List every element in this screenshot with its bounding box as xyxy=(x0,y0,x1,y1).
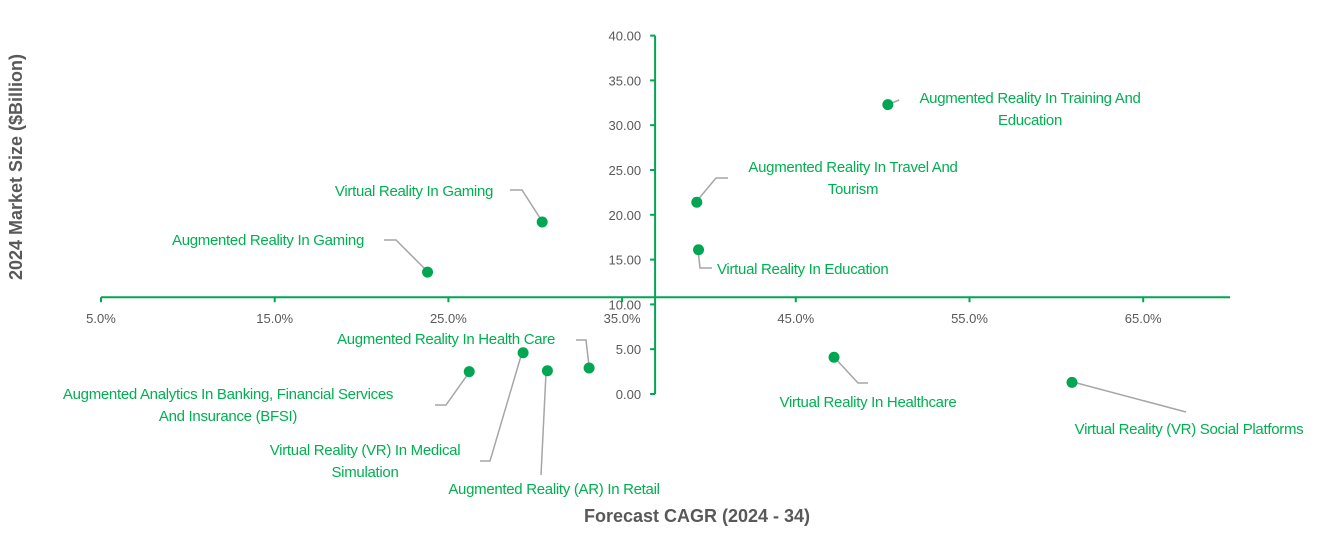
data-label-line: Virtual Reality In Education xyxy=(717,261,888,278)
axes: 5.0% 15.0% 25.0% 35.0% 45.0% 55.0% 65.0% 0.00 5.… xyxy=(86,29,1231,402)
data-label-line: Tourism xyxy=(828,181,878,198)
data-point[interactable] xyxy=(517,347,529,359)
x-tick-label: 35.0% xyxy=(604,311,641,326)
leader-line xyxy=(576,339,590,367)
data-labels: Augmented Reality In Training And Educati… xyxy=(63,90,1304,498)
data-label-line: Augmented Analytics In Banking, Financia… xyxy=(63,386,393,403)
data-label: Augmented Analytics In Banking, Financia… xyxy=(63,386,393,425)
data-point[interactable] xyxy=(463,366,475,378)
data-label-line: Augmented Reality In Gaming xyxy=(172,232,364,249)
data-label-line: Virtual Reality In Gaming xyxy=(335,183,493,200)
x-tick-label: 65.0% xyxy=(1125,311,1162,326)
data-label-line: Virtual Reality In Healthcare xyxy=(780,394,957,411)
leader-line xyxy=(435,373,469,406)
leader-line xyxy=(540,372,547,476)
leader-line xyxy=(697,249,712,269)
leader-lines xyxy=(384,99,1187,476)
data-point[interactable] xyxy=(882,99,894,111)
leader-line xyxy=(695,177,728,203)
y-tick-label: 10.00 xyxy=(609,297,642,312)
data-point[interactable] xyxy=(691,196,703,208)
data-label-line: Education xyxy=(998,112,1062,129)
x-tick-label: 25.0% xyxy=(430,311,467,326)
data-label: Augmented Reality In Health Care xyxy=(337,331,555,348)
data-label: Augmented Reality In Travel And Tourism xyxy=(748,159,957,198)
data-label-line: Augmented Reality (AR) In Retail xyxy=(448,481,659,498)
data-label-line: Simulation xyxy=(331,464,398,481)
leader-line xyxy=(480,355,522,462)
data-label: Virtual Reality In Healthcare xyxy=(780,394,957,411)
y-tick-label: 30.00 xyxy=(609,118,642,133)
x-tick-label: 5.0% xyxy=(86,311,116,326)
data-point[interactable] xyxy=(828,351,840,363)
leader-line xyxy=(833,356,868,384)
leader-line xyxy=(510,189,541,219)
data-label: Virtual Reality In Education xyxy=(717,261,888,278)
y-tick-label: 25.00 xyxy=(609,163,642,178)
data-label-line: And Insurance (BFSI) xyxy=(159,408,298,425)
data-point[interactable] xyxy=(536,216,548,228)
leader-line xyxy=(384,239,426,270)
y-axis-title: 2024 Market Size ($Billion) xyxy=(6,54,26,280)
data-label: Virtual Reality (VR) In Medical Simulatio… xyxy=(270,442,461,481)
y-tick-label: 15.00 xyxy=(609,253,642,268)
data-point[interactable] xyxy=(422,266,434,278)
x-tick-label: 15.0% xyxy=(256,311,293,326)
x-axis-title: Forecast CAGR (2024 - 34) xyxy=(584,506,810,526)
data-label-line: Virtual Reality (VR) In Medical xyxy=(270,442,461,459)
data-label: Augmented Reality (AR) In Retail xyxy=(448,481,659,498)
y-tick-label: 20.00 xyxy=(609,208,642,223)
leader-line xyxy=(1072,381,1187,413)
data-label-line: Augmented Reality In Travel And xyxy=(748,159,957,176)
data-label-line: Augmented Reality In Health Care xyxy=(337,331,555,348)
x-tick-label: 45.0% xyxy=(777,311,814,326)
data-label: Virtual Reality In Gaming xyxy=(335,183,493,200)
y-tick-label: 40.00 xyxy=(609,29,642,44)
data-label-line: Augmented Reality In Training And xyxy=(919,90,1140,107)
data-points xyxy=(422,99,1078,388)
data-point[interactable] xyxy=(1066,376,1078,388)
y-tick-label: 35.00 xyxy=(609,73,642,88)
data-point[interactable] xyxy=(541,365,553,377)
data-point[interactable] xyxy=(583,362,595,374)
y-tick-label: 5.00 xyxy=(616,342,641,357)
data-label: Virtual Reality (VR) Social Platforms xyxy=(1075,421,1304,438)
data-label: Augmented Reality In Training And Educati… xyxy=(919,90,1140,129)
y-tick-label: 0.00 xyxy=(616,387,641,402)
data-label: Augmented Reality In Gaming xyxy=(172,232,364,249)
x-tick-label: 55.0% xyxy=(951,311,988,326)
data-point[interactable] xyxy=(693,244,705,256)
data-label-line: Virtual Reality (VR) Social Platforms xyxy=(1075,421,1304,438)
